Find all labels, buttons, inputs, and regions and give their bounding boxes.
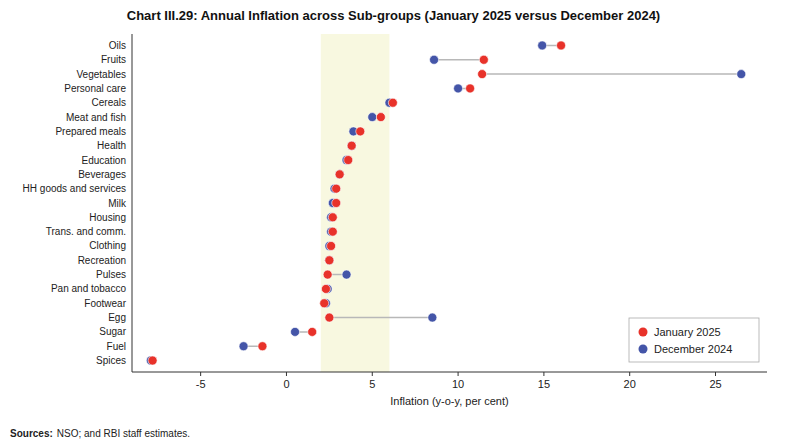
y-tick-label: Recreation: [78, 255, 126, 266]
y-tick-label: HH goods and services: [23, 183, 126, 194]
dot: [538, 41, 547, 50]
legend-marker: [639, 345, 648, 354]
x-tick-label: -5: [196, 378, 206, 390]
y-tick-label: Fuel: [107, 341, 126, 352]
dot: [321, 284, 330, 293]
y-tick-label: Spices: [96, 355, 126, 366]
shaded-band: [321, 34, 390, 372]
dot: [454, 84, 463, 93]
dot: [479, 55, 488, 64]
x-tick-label: 20: [624, 378, 636, 390]
legend-label: December 2024: [654, 343, 732, 355]
dot: [557, 41, 566, 50]
dot: [342, 270, 351, 279]
y-tick-label: Beverages: [78, 169, 126, 180]
x-tick-label: 25: [709, 378, 721, 390]
connector: [329, 317, 432, 319]
dot: [430, 55, 439, 64]
y-tick-label: Milk: [108, 198, 127, 209]
y-tick-label: Health: [97, 140, 126, 151]
legend: January 2025 December 2024: [629, 318, 759, 362]
dot: [325, 313, 334, 322]
x-tick: [715, 372, 716, 376]
dot: [308, 327, 317, 336]
y-tick-label: Housing: [89, 212, 126, 223]
source-text: NSO; and RBI staff estimates.: [57, 428, 190, 439]
dot: [325, 256, 334, 265]
legend-box: [629, 318, 759, 362]
dot: [344, 156, 353, 165]
y-tick-label: Trans. and comm.: [46, 226, 126, 237]
title: Chart III.29: Annual Inflation across Su…: [127, 8, 660, 23]
dot: [335, 170, 344, 179]
dot: [478, 70, 487, 79]
y-tick-label: Vegetables: [77, 69, 127, 80]
legend-label: January 2025: [654, 326, 721, 338]
y-tick-label: Cereals: [92, 97, 126, 108]
x-tick-label: 0: [283, 378, 289, 390]
dot: [356, 127, 365, 136]
x-tick: [458, 372, 459, 376]
dot: [239, 342, 248, 351]
connector: [482, 73, 741, 75]
dot: [368, 113, 377, 122]
y-tick-label: Personal care: [64, 83, 126, 94]
dot: [325, 256, 334, 265]
y-tick-label: Sugar: [99, 326, 126, 337]
dot: [388, 98, 397, 107]
y-tick-label: Education: [82, 155, 126, 166]
x-tick-label: 10: [452, 378, 464, 390]
x-tick: [200, 372, 201, 376]
dot: [428, 313, 437, 322]
dot: [376, 113, 385, 122]
y-tick-label: Pan and tobacco: [51, 283, 126, 294]
y-tick-label: Egg: [108, 312, 126, 323]
x-tick: [286, 372, 287, 376]
dot: [737, 70, 746, 79]
dot: [320, 299, 329, 308]
dot: [466, 84, 475, 93]
y-tick-label: Footwear: [84, 298, 126, 309]
source-label: Sources:: [10, 428, 53, 439]
y-tick-label: Fruits: [101, 54, 126, 65]
dot: [328, 213, 337, 222]
legend-marker: [639, 328, 648, 337]
dot: [328, 227, 337, 236]
y-axis-line: [132, 34, 133, 372]
dot: [347, 141, 356, 150]
y-tick-label: Clothing: [89, 240, 126, 251]
dot: [332, 199, 341, 208]
dot: [323, 270, 332, 279]
y-tick-label: Oils: [109, 40, 126, 51]
x-tick-label: 15: [538, 378, 550, 390]
dot: [148, 356, 157, 365]
dot: [335, 170, 344, 179]
dot: [291, 327, 300, 336]
x-axis-label: Inflation (y-o-y, per cent): [390, 395, 508, 407]
y-tick-label: Pulses: [96, 269, 126, 280]
x-axis-line: [132, 372, 767, 373]
dot: [332, 184, 341, 193]
dot: [258, 342, 267, 351]
x-tick: [372, 372, 373, 376]
x-tick: [629, 372, 630, 376]
y-tick-label: Meat and fish: [66, 112, 126, 123]
connector: [434, 59, 484, 61]
dot: [327, 241, 336, 250]
chart: -5 0 5 10 15 20 25 Oils Fruits Vegetables Personal…: [0, 0, 787, 445]
y-tick-label: Prepared meals: [55, 126, 126, 137]
source-note: Sources: NSO; and RBI staff estimates.: [10, 428, 190, 439]
dot: [347, 141, 356, 150]
x-tick-label: 5: [369, 378, 375, 390]
x-tick: [543, 372, 544, 376]
